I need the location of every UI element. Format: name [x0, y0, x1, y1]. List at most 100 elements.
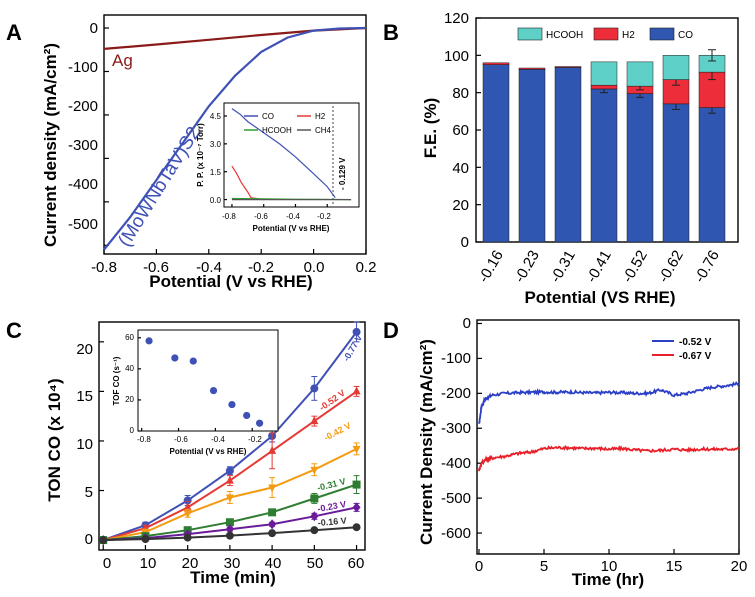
panel-a-inset-xtick: -0.4	[286, 212, 300, 221]
panel-c-inset-ylabel: TOF CO (s⁻¹)	[112, 356, 121, 405]
panel-d-ytick: -600	[441, 525, 471, 542]
panel-c: C TON CO (x 10⁴) Time (min) 0 10 20 30 4…	[6, 318, 366, 587]
data-point	[352, 445, 361, 454]
series-label: -0.23 V	[317, 499, 347, 514]
bar-hcooh	[626, 61, 654, 87]
panel-b-legend: HCOOH H2 CO	[517, 27, 693, 41]
panel-c-inset-xtick: -0.2	[248, 435, 262, 444]
panel-b-ytick: 80	[452, 85, 469, 102]
series-line	[478, 444, 740, 472]
panel-c-inset-ytick: 20	[125, 395, 134, 404]
panel-a-inset-ytick: 1.5	[210, 168, 222, 177]
panel-d-ylabel: Current Density (mA/cm²)	[417, 339, 436, 545]
panel-c-inset-xtick: -0.4	[211, 435, 225, 444]
panel-b-ytick: 0	[461, 234, 469, 251]
panel-a-inset-xlabel: Potential (V vs RHE)	[253, 224, 330, 233]
panel-c-inset: TOF CO (s⁻¹) Potential (V vs RHE) -0.8 -…	[112, 329, 279, 456]
inset-data-point	[171, 354, 179, 362]
panel-c-xlabel: Time (min)	[190, 568, 276, 587]
inset-series-line	[231, 165, 264, 201]
data-point	[141, 535, 150, 544]
data-point	[352, 523, 361, 532]
legend-label: -0.52 V	[679, 337, 712, 348]
panel-c-series-labels: -0.77 V -0.52 V -0.42 V -0.31 V -0.23 V …	[316, 333, 364, 528]
series-label: -0.42 V	[322, 420, 352, 442]
legend-label: -0.67 V	[679, 351, 712, 362]
panel-a-inset-ytick: 0.0	[210, 196, 222, 205]
series-line-ag	[103, 26, 367, 50]
panel-a-ytick: -400	[68, 176, 98, 193]
panel-d-xtick: 20	[731, 558, 748, 575]
panel-d: D Current Density (mA/cm²) Time (hr) 0 5…	[383, 315, 747, 589]
panel-b-ytick: 120	[444, 10, 469, 27]
panel-a-inset-plot	[224, 108, 352, 207]
panel-c-inset-ytick: 60	[125, 333, 134, 342]
panel-b-xtick: -0.52	[619, 247, 651, 285]
data-point	[268, 529, 277, 538]
bar-co	[482, 64, 510, 243]
panel-b-ytick: 60	[452, 122, 469, 139]
panel-a-xtick: 0.2	[356, 259, 377, 276]
panel-a-inset: P. P. (x 10⁻⁷ Torr) Potential (V vs RHE)…	[196, 102, 360, 233]
panel-c-ytick: 5	[85, 484, 93, 501]
panel-d-ytick: -500	[441, 490, 471, 507]
data-point	[183, 533, 192, 542]
legend-label: CH4	[315, 126, 332, 135]
inset-data-point	[209, 387, 218, 395]
legend-label: CO	[262, 112, 274, 121]
inset-data-point	[189, 357, 197, 365]
legend-label: H2	[315, 112, 326, 121]
data-point	[183, 510, 192, 519]
panel-c-ytick: 0	[85, 531, 93, 548]
panel-a: A Current density (mA/cm²) Potential (V …	[6, 14, 377, 291]
panel-b-xtick: -0.76	[691, 247, 723, 285]
panel-c-label: C	[6, 318, 22, 343]
panel-c-xtick: 50	[307, 555, 324, 572]
panel-b-xticks: -0.16 -0.23 -0.31 -0.41 -0.52 -0.62 -0.7…	[475, 247, 723, 285]
bar-h2	[482, 62, 510, 65]
panel-b-ytick: 100	[444, 48, 469, 65]
panel-a-yticks: 0 -100 -200 -300 -400 -500	[68, 20, 98, 233]
data-point	[310, 526, 319, 535]
inset-data-point	[243, 411, 251, 420]
panel-c-xtick: 0	[103, 555, 111, 572]
series-line	[478, 381, 740, 424]
panel-a-frame	[103, 14, 367, 255]
panel-a-xtick: 0.0	[304, 259, 325, 276]
panel-d-ytick: -100	[441, 350, 471, 367]
panel-a-plot	[103, 26, 367, 254]
panel-a-label-mowsnbtav: (MoWNbTaV)S2	[114, 123, 205, 251]
panel-d-legend: -0.52 V -0.67 V	[652, 337, 712, 362]
series-line-mowsnbtav	[103, 26, 367, 251]
panel-c-inset-xlabel: Potential (V vs RHE)	[170, 447, 247, 456]
legend-label: HCOOH	[262, 126, 292, 135]
legend-swatch	[593, 27, 619, 41]
panel-c-inset-ytick: 40	[125, 364, 134, 373]
panel-d-xtick: 0	[475, 558, 483, 575]
panel-a-inset-ytick: 4.5	[210, 112, 222, 121]
panel-b-plot	[476, 17, 726, 243]
panel-a-inset-ytick: 3.0	[210, 140, 222, 149]
bar-co	[662, 103, 690, 243]
data-point	[310, 416, 319, 425]
panel-c-ytick: 10	[76, 436, 93, 453]
panel-b-xtick: -0.23	[511, 247, 543, 285]
data-point	[183, 502, 192, 511]
data-point	[225, 475, 234, 484]
bar-h2	[590, 84, 618, 90]
bar-co	[626, 93, 654, 243]
panel-b-ytick: 40	[452, 160, 469, 177]
panel-c-inset-plot	[138, 337, 264, 432]
panel-c-inset-frame	[137, 329, 279, 432]
panel-a-inset-xtick: -0.6	[254, 212, 268, 221]
bar-co	[518, 69, 546, 243]
panel-d-ytick: 0	[463, 315, 471, 332]
panel-c-inset-xtick: -0.6	[174, 435, 188, 444]
panel-b-xtick: -0.62	[655, 247, 687, 285]
panel-a-label-ag: Ag	[112, 51, 133, 70]
data-point	[310, 384, 319, 393]
panel-b-xtick: -0.31	[547, 247, 579, 285]
panel-a-ytick: 0	[90, 20, 98, 37]
panel-a-label: A	[6, 20, 22, 45]
